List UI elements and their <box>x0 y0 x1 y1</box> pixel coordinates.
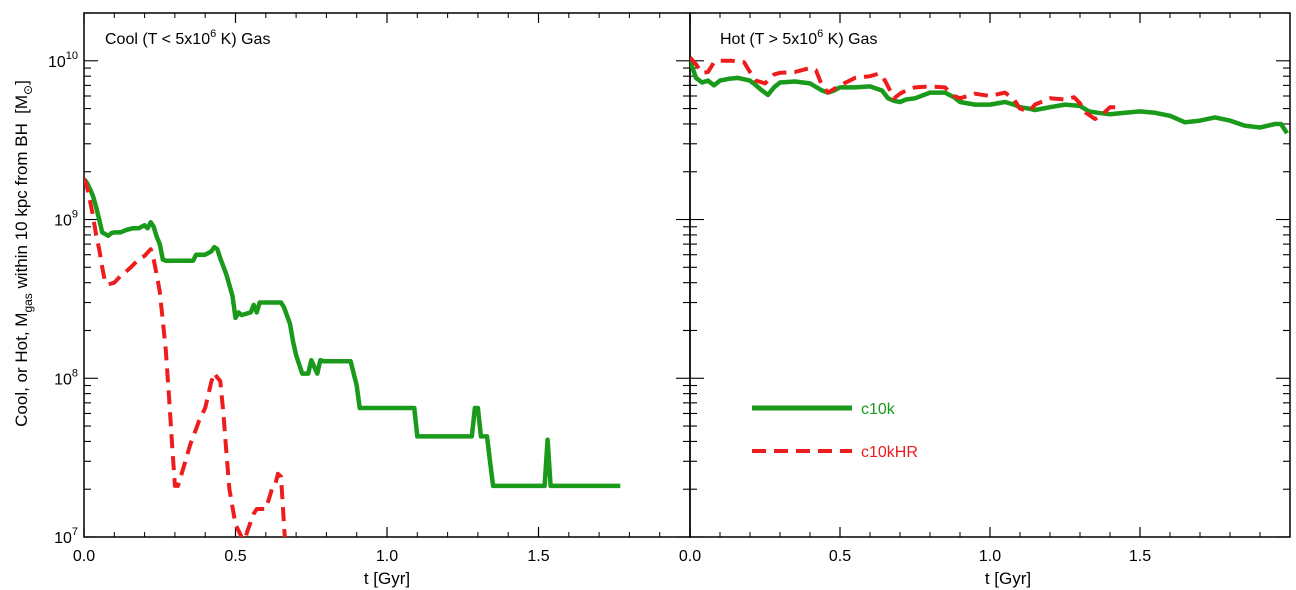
hot-panel-title: Hot (T > 5x106 K) Gas <box>720 28 877 48</box>
cool-gas-panel: Cool (T < 5x106 K) Gas 0.0 0.5 1.0 1.5 107 10… <box>48 12 691 588</box>
cool-series-c10k <box>84 177 621 489</box>
y-tick-label: 107 <box>54 526 78 547</box>
cool-series-c10khr <box>84 178 287 537</box>
y-axis-label: Cool, or Hot, Mgas within 10 kpc from BH <box>12 123 35 427</box>
legend-label-c10k: c10k <box>861 401 896 418</box>
hot-series-c10khr <box>690 56 1119 121</box>
hot-series <box>690 56 1289 135</box>
hot-gas-panel: Hot (T > 5x106 K) Gas 0.0 0.5 1.0 1.5 t [Gy… <box>679 12 1291 588</box>
cool-x-tick-label: 1.5 <box>527 548 549 565</box>
hot-x-tick-label: 0.0 <box>679 548 701 565</box>
y-tick-label: 108 <box>54 367 78 388</box>
y-axis-unit: [M⊙] <box>12 80 35 114</box>
cool-x-tick-label: 0.0 <box>73 548 95 565</box>
cool-x-axis-label: t [Gyr] <box>364 569 410 588</box>
y-tick-label: 109 <box>54 209 78 230</box>
hot-x-tick-label: 1.5 <box>1129 548 1151 565</box>
y-tick-label: 1010 <box>48 50 78 71</box>
hot-x-tick-label: 0.5 <box>829 548 851 565</box>
hot-x-tick-label: 1.0 <box>979 548 1001 565</box>
cool-x-tick-label: 1.0 <box>376 548 398 565</box>
cool-ticks: 0.0 0.5 1.0 1.5 107 108 109 1010 <box>48 12 690 565</box>
cool-series <box>84 177 621 537</box>
hot-x-axis-label: t [Gyr] <box>985 569 1031 588</box>
legend: c10k c10kHR <box>752 401 918 461</box>
cool-x-tick-label: 0.5 <box>224 548 246 565</box>
hot-series-c10k <box>690 60 1289 135</box>
hot-plot-frame <box>689 12 1291 538</box>
legend-label-c10khr: c10kHR <box>861 444 918 461</box>
cool-panel-title: Cool (T < 5x106 K) Gas <box>105 28 270 48</box>
